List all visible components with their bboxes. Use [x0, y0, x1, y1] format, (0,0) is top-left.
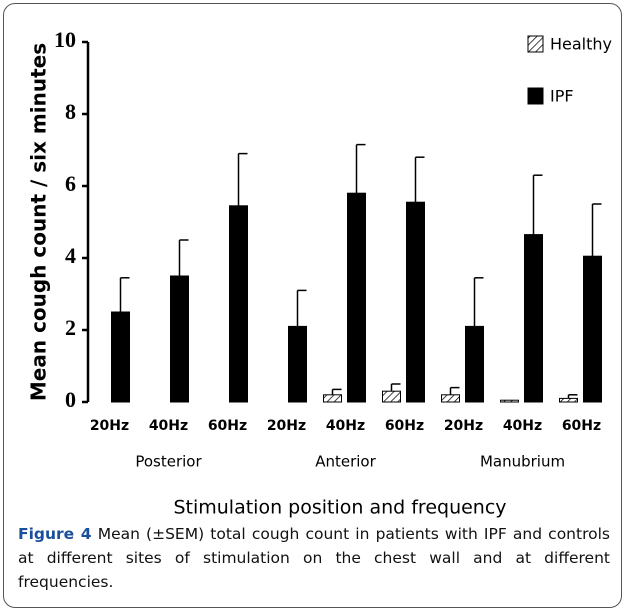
y-tick-label: 0: [65, 387, 76, 412]
bar: [170, 275, 189, 403]
y-tick-label: 10: [54, 27, 76, 52]
bar: [406, 201, 425, 403]
y-tick-label: 8: [65, 99, 76, 124]
legend-swatch: [527, 87, 544, 105]
x-tick-label: 60Hz: [562, 418, 601, 434]
x-tick-label: 60Hz: [385, 418, 424, 434]
legend-label: IPF: [550, 87, 574, 106]
bar: [229, 205, 248, 403]
caption: Figure 4 Mean (±SEM) total cough count i…: [18, 522, 610, 594]
x-tick-label: 20Hz: [90, 418, 129, 434]
x-tick-label: 20Hz: [267, 418, 306, 434]
y-axis-label: Mean cough count / six minutes: [27, 43, 51, 401]
group-label: Manubrium: [480, 453, 565, 471]
x-tick-label: 40Hz: [326, 418, 365, 434]
y-tick-label: 6: [65, 171, 76, 196]
group-label: Posterior: [135, 453, 202, 471]
x-tick-label: 60Hz: [208, 418, 247, 434]
bar: [500, 399, 519, 403]
caption-text: Mean (±SEM) total cough count in patient…: [18, 525, 610, 591]
bar: [382, 390, 401, 403]
x-tick-label: 20Hz: [444, 418, 483, 434]
bar: [524, 234, 543, 403]
bar: [111, 311, 130, 403]
y-tick-label: 4: [65, 243, 76, 268]
x-tick-label: 40Hz: [503, 418, 542, 434]
y-tick-label: 2: [65, 315, 76, 340]
chart: Mean cough count / six minutes Stimulati…: [27, 27, 613, 519]
legend-label: Healthy: [550, 35, 612, 54]
x-tick-label: 40Hz: [149, 418, 188, 434]
figure-frame: [3, 3, 622, 608]
caption-label: Figure 4: [18, 525, 92, 543]
bar: [288, 325, 307, 403]
x-axis-label: Stimulation position and frequency: [173, 497, 506, 519]
bar: [323, 394, 342, 403]
bar: [441, 394, 460, 403]
bar: [583, 255, 602, 403]
bar: [559, 397, 578, 403]
legend-swatch: [527, 35, 544, 53]
bar: [347, 192, 366, 403]
bar: [465, 325, 484, 403]
group-label: Anterior: [315, 453, 376, 471]
